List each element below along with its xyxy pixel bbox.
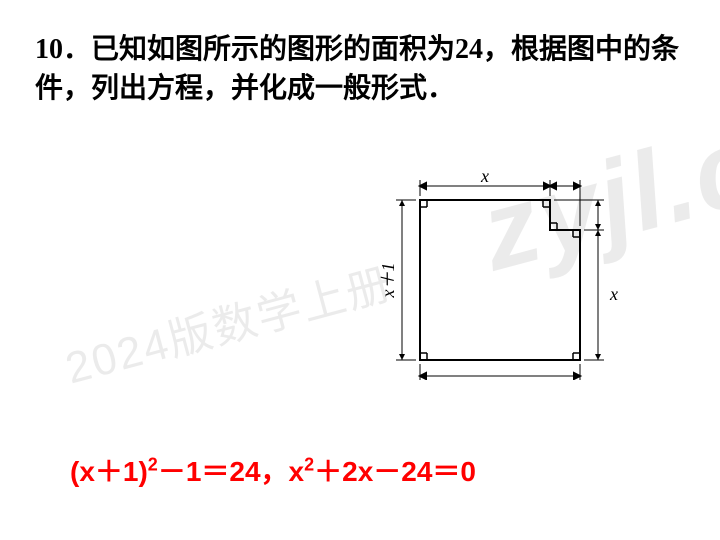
answer-part2: －1＝24，x bbox=[158, 456, 304, 487]
geometry-diagram: x x x＋1 x＋1 bbox=[370, 160, 670, 380]
svg-text:x: x bbox=[480, 166, 489, 186]
watermark-edition: 2024版数学上册 bbox=[57, 248, 398, 397]
answer-part1: (x＋1) bbox=[70, 456, 148, 487]
question-number: 10． bbox=[35, 34, 91, 65]
svg-text:x＋1: x＋1 bbox=[378, 263, 398, 299]
answer-part3: ＋2x－24＝0 bbox=[314, 456, 476, 487]
question-text: 10．已知如图所示的图形的面积为24，根据图中的条件，列出方程，并化成一般形式． bbox=[35, 30, 685, 108]
answer-sup2: 2 bbox=[304, 455, 314, 475]
svg-text:x: x bbox=[609, 284, 618, 304]
question-body: 已知如图所示的图形的面积为24，根据图中的条件，列出方程，并化成一般形式． bbox=[35, 34, 679, 104]
svg-text:x＋1: x＋1 bbox=[482, 378, 518, 380]
diagram-svg: x x x＋1 x＋1 bbox=[370, 160, 670, 380]
answer-sup1: 2 bbox=[148, 455, 158, 475]
answer-text: (x＋1)2－1＝24，x2＋2x－24＝0 bbox=[70, 450, 476, 490]
